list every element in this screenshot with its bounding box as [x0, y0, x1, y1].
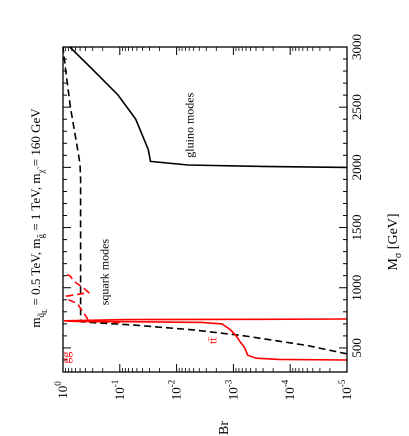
title-m-val: = 0.5 TeV, m: [28, 238, 43, 308]
x-tick-label: 2000: [349, 154, 364, 180]
title-m-sub2: L: [41, 309, 49, 313]
x-tick-label: 1000: [349, 275, 364, 301]
title-chi-val: = 160 GeV: [28, 108, 43, 170]
title-chi-sub: χ̃: [36, 167, 46, 175]
annotation-1: squark modes: [97, 239, 111, 306]
annotation-2: tt̄: [205, 337, 219, 344]
y-tick-label: 10-3: [223, 379, 240, 400]
y-tick-label: 10-1: [110, 380, 127, 401]
x-axis-label: Mσ [GeV]: [386, 213, 404, 270]
tick-layer: 500 1000 1500 2000 2500 3000 100 10-1 10-2 10-3 10…: [53, 34, 364, 400]
y-axis-label: Br: [217, 421, 232, 435]
chart-title: mq̃L = 0.5 TeV, mg̃ = 1 TeV, mχ̃ = 160 G…: [28, 108, 49, 328]
x-tick-label: 1500: [349, 215, 364, 241]
series-line-0: [69, 46, 348, 169]
title-m-sub: q̃: [36, 313, 46, 318]
series-layer: [62, 46, 348, 361]
y-tick-label: 10-4: [280, 379, 297, 400]
title-g-sub: g̃: [36, 233, 46, 238]
y-tick-label: 10-2: [167, 380, 184, 401]
series-line-1: [62, 46, 348, 355]
y-tick-label: 10-5: [337, 379, 354, 400]
plot-frame: [62, 46, 348, 373]
annotation-3: gg: [59, 352, 73, 364]
y-tick-label: 100: [53, 381, 70, 399]
series-line-2: [64, 318, 348, 361]
series-line-3: [62, 272, 120, 324]
x-tick-label: 2500: [349, 94, 364, 120]
annotation-layer: gluino modes squark modes tt̄ gg: [59, 92, 220, 363]
title-m: m: [28, 318, 43, 328]
title-g-val: = 1 TeV, m: [28, 174, 43, 234]
annotation-0: gluino modes: [183, 92, 197, 157]
x-tick-label: 3000: [349, 34, 364, 60]
x-tick-label: 500: [349, 338, 364, 358]
